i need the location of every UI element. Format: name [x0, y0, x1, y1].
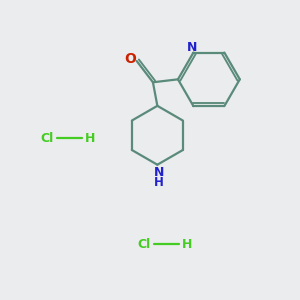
Text: Cl: Cl [40, 132, 54, 145]
Text: H: H [154, 176, 164, 189]
Text: H: H [182, 238, 192, 251]
Text: H: H [85, 132, 95, 145]
Text: Cl: Cl [137, 238, 151, 251]
Text: O: O [124, 52, 136, 66]
Text: N: N [187, 41, 197, 54]
Text: N: N [154, 166, 164, 179]
